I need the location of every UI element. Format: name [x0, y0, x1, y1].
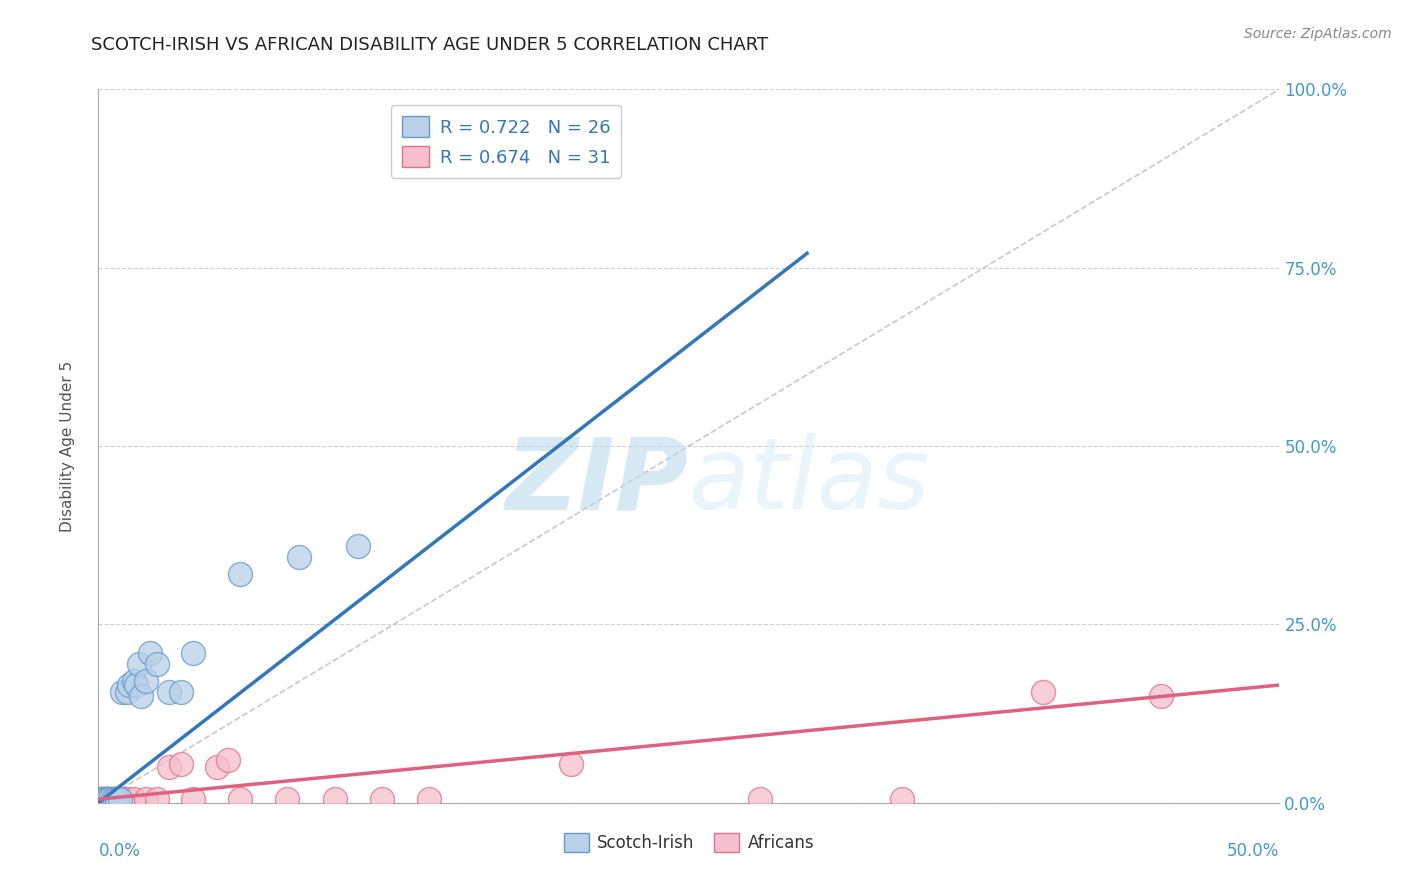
Point: [890, 792, 912, 806]
Point: [94, 792, 117, 806]
Point: [125, 678, 148, 692]
Text: 0.0%: 0.0%: [98, 842, 141, 860]
Point: [181, 646, 204, 660]
Point: [94, 792, 117, 806]
Text: atlas: atlas: [689, 434, 931, 530]
Point: [135, 674, 157, 689]
Point: [217, 753, 239, 767]
Point: [323, 792, 346, 806]
Point: [111, 792, 134, 806]
Point: [90, 792, 112, 806]
Point: [135, 792, 157, 806]
Point: [1032, 685, 1054, 699]
Point: [146, 657, 169, 671]
Text: SCOTCH-IRISH VS AFRICAN DISABILITY AGE UNDER 5 CORRELATION CHART: SCOTCH-IRISH VS AFRICAN DISABILITY AGE U…: [91, 36, 769, 54]
Point: [170, 756, 193, 771]
Point: [276, 792, 298, 806]
Point: [94, 792, 117, 806]
Point: [129, 689, 152, 703]
Point: [170, 685, 193, 699]
Point: [229, 567, 252, 582]
Point: [111, 685, 134, 699]
Point: [115, 792, 138, 806]
Point: [181, 792, 204, 806]
Point: [229, 792, 252, 806]
Text: 50.0%: 50.0%: [1227, 842, 1279, 860]
Point: [108, 792, 131, 806]
Point: [94, 792, 117, 806]
Point: [101, 792, 124, 806]
Point: [105, 792, 128, 806]
Point: [146, 792, 169, 806]
Point: [90, 792, 112, 806]
Point: [118, 678, 141, 692]
Point: [418, 792, 440, 806]
Point: [98, 792, 121, 806]
Point: [560, 756, 582, 771]
Point: [101, 792, 124, 806]
Point: [371, 792, 394, 806]
Point: [1150, 689, 1173, 703]
Point: [98, 792, 121, 806]
Point: [91, 792, 114, 806]
Point: [157, 760, 180, 774]
Point: [128, 657, 150, 671]
Point: [105, 792, 128, 806]
Y-axis label: Disability Age Under 5: Disability Age Under 5: [60, 360, 75, 532]
Point: [90, 792, 112, 806]
Point: [122, 674, 145, 689]
Text: Source: ZipAtlas.com: Source: ZipAtlas.com: [1244, 27, 1392, 41]
Point: [122, 792, 145, 806]
Point: [115, 685, 138, 699]
Legend: Scotch-Irish, Africans: Scotch-Irish, Africans: [557, 826, 821, 859]
Point: [91, 792, 114, 806]
Point: [139, 646, 162, 660]
Point: [97, 792, 120, 806]
Text: ZIP: ZIP: [506, 434, 689, 530]
Point: [347, 539, 370, 553]
Point: [108, 792, 131, 806]
Point: [97, 792, 120, 806]
Point: [104, 792, 127, 806]
Point: [205, 760, 228, 774]
Point: [104, 792, 127, 806]
Point: [288, 549, 311, 564]
Point: [157, 685, 180, 699]
Point: [748, 792, 770, 806]
